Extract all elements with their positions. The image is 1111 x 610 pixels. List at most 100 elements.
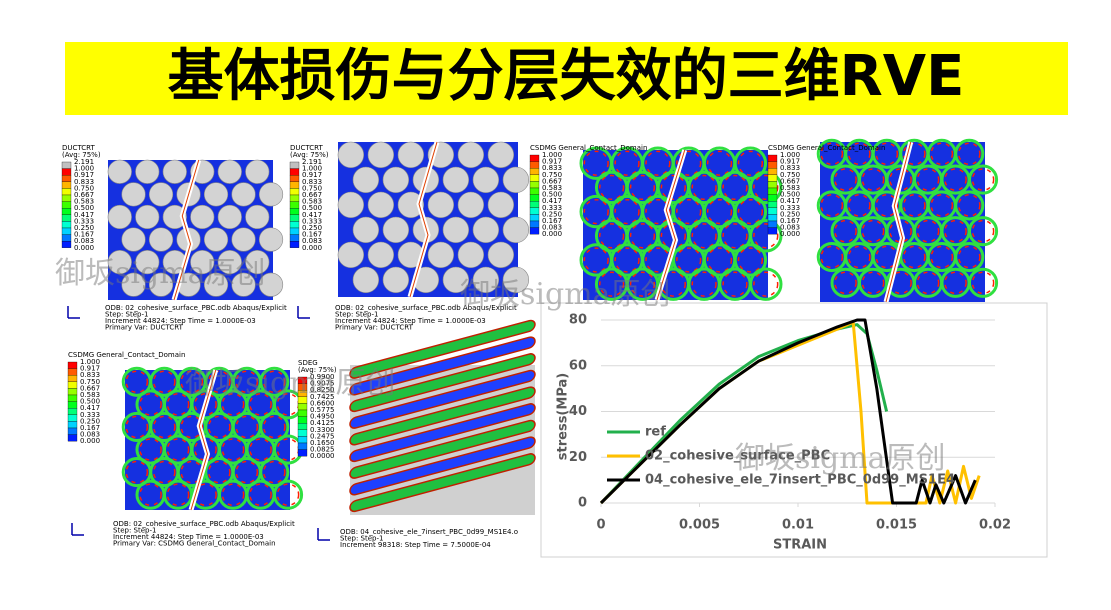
fiber-ring xyxy=(152,460,176,484)
legend-swatch xyxy=(297,416,308,424)
legend-swatch xyxy=(289,221,300,229)
legend-swatch xyxy=(61,168,72,176)
legend-level: 0.1650 xyxy=(310,439,335,447)
fiber-halo xyxy=(967,164,999,195)
panel: CSDMG General_Contact_Domain1.0000.9170.… xyxy=(67,351,295,548)
legend-swatch xyxy=(67,388,78,396)
fiber-ring xyxy=(262,460,286,484)
legend-title: CSDMG General_Contact_Domain xyxy=(68,351,185,359)
info-line: Step: Step-1 xyxy=(113,527,156,535)
legend-level: 0.833 xyxy=(302,178,322,186)
fiber xyxy=(107,159,132,184)
legend-level: 0.000 xyxy=(74,244,94,252)
panel: DUCTCRT(Avg: 75%)2.1911.0000.9170.8330.7… xyxy=(61,144,287,332)
legend-level: 0.5775 xyxy=(310,406,335,414)
legend-title: DUCTCRT xyxy=(62,144,96,152)
legend-swatch xyxy=(67,375,78,382)
legend-level: 0.917 xyxy=(542,158,562,166)
fiber-halo xyxy=(733,194,768,229)
fiber-ring xyxy=(944,219,967,243)
legend-swatch xyxy=(297,442,308,450)
fiber-ring xyxy=(249,483,272,507)
fiber-ring xyxy=(957,194,981,217)
info-line: ODB: 02_cohesive_surface_PBC.odb Abaqus/… xyxy=(335,304,517,312)
fiber-ring xyxy=(957,142,981,166)
x-tick-label: 0.015 xyxy=(876,518,917,533)
fiber-ring xyxy=(706,198,733,225)
legend-swatch xyxy=(289,194,300,202)
fiber-ring xyxy=(125,460,149,484)
legend-swatch xyxy=(767,207,778,215)
fiber-ring xyxy=(971,271,995,295)
fiber xyxy=(258,182,284,207)
watermark: 御坂sigma原创 xyxy=(55,256,266,291)
fiber xyxy=(397,191,425,219)
fiber xyxy=(367,241,395,269)
fiber-ring xyxy=(834,168,857,191)
fiber xyxy=(135,159,160,184)
legend-level: 0.333 xyxy=(780,204,800,212)
fiber xyxy=(349,403,536,463)
info-line: Step: Step-1 xyxy=(340,535,383,543)
fiber xyxy=(217,159,242,184)
legend-level: 1.000 xyxy=(780,151,800,159)
legend-level: 0.3300 xyxy=(310,426,335,434)
legend-swatch xyxy=(297,429,308,437)
fiber xyxy=(502,166,530,194)
legend-swatch xyxy=(61,181,72,189)
fiber xyxy=(427,191,455,219)
legend-level: 0.917 xyxy=(780,158,800,166)
fiber-ring xyxy=(207,370,231,394)
legend-swatch xyxy=(297,423,308,430)
fiber-ring xyxy=(930,142,954,166)
contour-image xyxy=(579,146,783,301)
fiber-ring xyxy=(645,150,671,176)
legend-level: 0.583 xyxy=(74,198,94,206)
title: 基体损伤与分层失效的三维RVE xyxy=(168,44,965,109)
fiber xyxy=(203,227,229,252)
y-tick-label: 0 xyxy=(578,496,587,511)
fiber-ring xyxy=(645,198,671,225)
legend-level: 0.000 xyxy=(302,244,322,252)
legend-swatch xyxy=(67,381,78,389)
fiber-ring xyxy=(614,150,640,176)
legend-swatch xyxy=(61,221,72,229)
legend-level: 0.333 xyxy=(80,411,100,419)
fiber-ring xyxy=(861,219,885,243)
legend-swatch xyxy=(289,168,300,176)
panel: CSDMG General_Contact_Domain1.0000.9170.… xyxy=(529,144,647,238)
fiber xyxy=(190,250,215,275)
info-line: Primary Var: DUCTCRT xyxy=(105,324,184,332)
legend-level: 0.8250 xyxy=(310,386,335,394)
fiber xyxy=(349,336,536,396)
legend-swatch xyxy=(67,421,78,429)
fiber-ring xyxy=(194,483,217,507)
legend-level: 0.750 xyxy=(74,184,94,192)
legend-avg: (Avg: 75%) xyxy=(62,151,101,159)
watermark: 御坂sigma原创 xyxy=(185,366,396,401)
legend-title: CSDMG General_Contact_Domain xyxy=(530,144,647,152)
legend-swatch xyxy=(67,401,78,409)
fiber-ring xyxy=(820,245,844,269)
fiber xyxy=(107,204,132,230)
legend-swatch xyxy=(529,220,540,228)
fiber-ring xyxy=(583,247,609,273)
panel: SDEG(Avg: 75%)0.99000.90750.82500.74250.… xyxy=(297,359,518,549)
fiber-ring xyxy=(889,219,912,243)
fiber-ring xyxy=(207,415,231,439)
legend-avg: (Avg: 75%) xyxy=(298,366,337,374)
legend-level: 0.250 xyxy=(780,210,800,218)
fiber xyxy=(217,204,242,230)
fiber-ring xyxy=(753,223,779,249)
fiber xyxy=(382,216,410,244)
fiber xyxy=(121,227,146,252)
fiber-ring xyxy=(916,219,940,243)
fiber xyxy=(397,141,425,169)
crack-edge xyxy=(173,159,200,301)
fiber-ring xyxy=(166,393,190,416)
legend-level: 0.250 xyxy=(542,210,562,218)
legend-swatch xyxy=(289,181,300,189)
fiber-ring xyxy=(139,393,162,416)
legend-level: 0.500 xyxy=(780,191,800,199)
legend-level: 0.667 xyxy=(74,191,94,199)
